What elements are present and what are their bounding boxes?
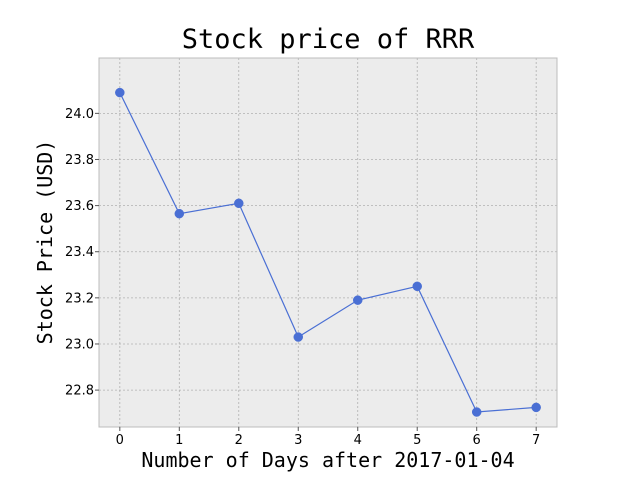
x-tick-label: 4 [354, 433, 362, 448]
chart-title: Stock price of RRR [182, 24, 475, 55]
series-line [119, 92, 537, 413]
y-tick-label: 23.2 [65, 291, 94, 306]
y-tick-label: 24.0 [65, 107, 94, 122]
data-point [471, 407, 482, 417]
axis-ticks: 0 1 2 3 4 5 6 7 22.8 23.0 23.2 23.4 23.6 23.8 24.0 [65, 107, 540, 448]
y-tick-label: 22.8 [65, 384, 94, 399]
y-axis-label: Stock Price (USD) [33, 140, 57, 345]
data-point [352, 295, 363, 305]
x-tick-label: 7 [532, 433, 540, 448]
x-tick-label: 6 [473, 433, 481, 448]
x-tick-label: 0 [116, 433, 124, 448]
data-point [293, 332, 304, 342]
x-tick-label: 3 [294, 433, 302, 448]
data-point [531, 402, 541, 413]
x-tick-label: 1 [175, 433, 183, 448]
y-tick-label: 23.6 [65, 199, 94, 214]
x-tick-label: 2 [235, 433, 243, 448]
data-point [412, 281, 422, 292]
data-point [174, 208, 185, 219]
y-tick-label: 23.8 [65, 153, 94, 168]
plot-frame [98, 57, 558, 428]
plot-background [99, 58, 557, 427]
data-point [115, 87, 125, 98]
y-tick-label: 23.0 [65, 337, 94, 352]
price-series [115, 87, 541, 417]
data-point [234, 198, 244, 209]
x-axis-label: Number of Days after 2017-01-04 [141, 448, 514, 472]
y-tick-label: 23.4 [65, 245, 94, 260]
x-tick-label: 5 [413, 433, 421, 448]
